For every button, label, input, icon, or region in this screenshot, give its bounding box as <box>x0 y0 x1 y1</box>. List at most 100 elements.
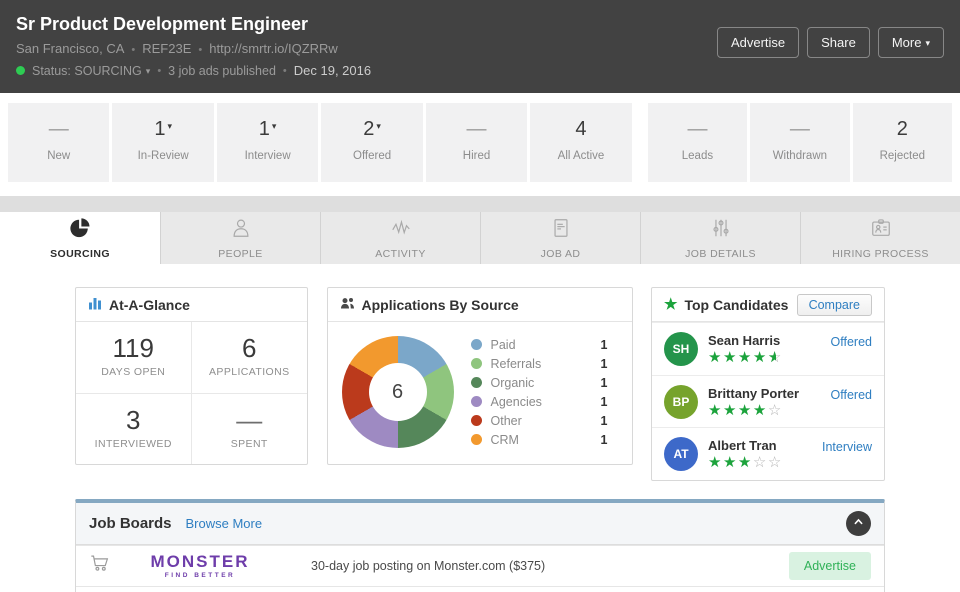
pipeline-active-group: — New 1 In-Review 1 Interview 2 Offered … <box>8 103 632 182</box>
legend-dot <box>470 339 482 350</box>
share-button[interactable]: Share <box>807 27 870 58</box>
panel-title: Job Boards <box>89 514 172 532</box>
collapse-button[interactable] <box>846 510 871 536</box>
job-ref: REF23E <box>142 41 192 56</box>
legend-dot <box>470 415 482 426</box>
pipeline-stage-leads[interactable]: — Leads <box>647 103 748 182</box>
legend-item: Agencies 1 <box>470 394 620 410</box>
candidate-status-link[interactable]: Offered <box>830 335 872 349</box>
job-board-description: 30-day job posting on Monster.com ($375) <box>311 558 546 573</box>
panel-title: At-A-Glance <box>109 296 190 313</box>
candidate-name[interactable]: Sean Harris <box>708 333 781 348</box>
pipeline-stage-all-active[interactable]: 4 All Active <box>530 103 632 182</box>
pipeline-stats-bar: — New 1 In-Review 1 Interview 2 Offered … <box>0 93 960 196</box>
source-donut: 6 <box>341 336 454 448</box>
monster-logo: MONSTER FIND BETTER <box>150 551 250 579</box>
more-button[interactable]: More <box>877 27 944 58</box>
legend-item: Organic 1 <box>470 375 620 391</box>
sliders-icon <box>710 217 732 244</box>
candidate-row[interactable]: AT Albert Tran ★★★☆☆ Interview <box>652 427 884 480</box>
star-rating: ★★★★☆ <box>708 401 783 419</box>
panel-title: Top Candidates <box>684 296 789 313</box>
id-badge-icon <box>870 217 892 244</box>
job-board-row-monster: MONSTER FIND BETTER 30-day job posting o… <box>76 544 884 586</box>
pipeline-stage-offered[interactable]: 2 Offered <box>321 103 423 182</box>
tab-activity[interactable]: ACTIVITY <box>320 212 480 264</box>
job-date: Dec 19, 2016 <box>293 63 372 78</box>
candidate-status-link[interactable]: Interview <box>821 440 872 454</box>
page-title: Sr Product Development Engineer <box>16 14 309 34</box>
compare-button[interactable]: Compare <box>796 293 872 316</box>
pipeline-stage-rejected[interactable]: 2 Rejected <box>852 103 952 182</box>
tab-sourcing[interactable]: SOURCING <box>0 212 160 264</box>
job-header: Sr Product Development Engineer San Fran… <box>0 0 960 93</box>
candidate-status-link[interactable]: Offered <box>830 387 872 402</box>
job-short-url[interactable]: http://smrtr.io/IQZRRw <box>209 41 338 56</box>
chevron-down-icon <box>376 121 381 132</box>
tab-people[interactable]: PEOPLE <box>160 212 320 264</box>
avatar: SH <box>664 332 698 366</box>
job-meta: San Francisco, CA • REF23E • http://smrtr.io… <box>16 41 338 56</box>
job-board-row-indeed: indeed Sponsored Pay-per click campaign … <box>76 585 884 592</box>
chevron-down-icon <box>272 121 277 132</box>
cart-icon <box>89 552 119 579</box>
pipeline-stage-in-review[interactable]: 1 In-Review <box>112 103 214 182</box>
activity-sparkline-icon <box>389 217 413 244</box>
legend-item: Paid 1 <box>470 337 620 353</box>
advertise-pill-button[interactable]: Advertise <box>788 551 871 580</box>
pie-chart-icon <box>69 217 91 244</box>
sourcing-tab-content: At-A-Glance 119 DAYS OPEN 6 APPLICATIONS… <box>0 264 960 592</box>
applications-by-source-panel: Applications By Source 6 Paid 1 Referral… <box>326 287 633 465</box>
header-actions: Advertise Share More <box>716 27 944 58</box>
job-ads-published[interactable]: 3 job ads published <box>168 63 276 78</box>
pipeline-stage-new[interactable]: — New <box>8 103 110 182</box>
candidate-name[interactable]: Brittany Porter <box>708 385 800 401</box>
candidate-name[interactable]: Albert Tran <box>708 438 777 453</box>
advertise-button[interactable]: Advertise <box>716 27 800 58</box>
section-tabbar: SOURCING PEOPLE ACTIVITY JOB AD <box>0 196 960 264</box>
pipeline-stage-withdrawn[interactable]: — Withdrawn <box>750 103 850 182</box>
tab-hiring-process[interactable]: HIRING PROCESS <box>800 212 960 264</box>
job-boards-panel: Job Boards Browse More MONSTER FIND BETT <box>75 498 885 592</box>
panel-title: Applications By Source <box>361 296 519 313</box>
stat-spent: — SPENT <box>191 393 307 464</box>
stat-days-open: 119 DAYS OPEN <box>76 322 192 393</box>
status-dot-icon <box>16 66 25 75</box>
star-icon: ★ <box>664 296 678 313</box>
pipeline-stage-hired[interactable]: — Hired <box>425 103 528 182</box>
pipeline-stage-interview[interactable]: 1 Interview <box>216 103 319 182</box>
donut-total: 6 <box>368 363 427 421</box>
status-line: Status: SOURCING • 3 job ads published •… <box>16 63 944 78</box>
chevron-down-icon <box>167 121 172 132</box>
legend-item: Referrals 1 <box>470 356 620 372</box>
candidate-row[interactable]: BP Brittany Porter ★★★★☆ Offered <box>652 374 884 428</box>
job-boards-header: Job Boards Browse More <box>76 502 884 545</box>
job-location: San Francisco, CA <box>16 41 125 56</box>
legend-item: CRM 1 <box>470 432 620 448</box>
top-candidates-panel: ★ Top Candidates Compare SH Sean Harris … <box>651 287 885 481</box>
candidate-row[interactable]: SH Sean Harris ★★★★☆★ Offered <box>652 322 884 375</box>
browse-more-link[interactable]: Browse More <box>185 515 263 531</box>
source-legend: Paid 1 Referrals 1 Organic 1 <box>470 337 620 448</box>
stat-applications: 6 APPLICATIONS <box>209 333 290 378</box>
legend-dot <box>470 377 482 388</box>
avatar: AT <box>664 437 698 471</box>
status-value: SOURCING <box>74 63 142 78</box>
status-dropdown[interactable]: Status: SOURCING <box>32 64 150 78</box>
document-icon <box>550 217 572 244</box>
stat-interviewed: 3 INTERVIEWED <box>76 393 192 464</box>
bar-chart-icon <box>88 296 102 313</box>
avatar: BP <box>664 384 698 419</box>
star-rating: ★★★☆☆ <box>708 454 783 471</box>
tab-job-details[interactable]: JOB DETAILS <box>640 212 800 264</box>
legend-item: Other 1 <box>470 413 620 429</box>
pipeline-inactive-group: — Leads — Withdrawn 2 Rejected <box>647 103 952 182</box>
at-a-glance-panel: At-A-Glance 119 DAYS OPEN 6 APPLICATIONS… <box>75 287 308 465</box>
legend-dot <box>470 434 482 445</box>
legend-dot <box>470 396 482 407</box>
legend-dot <box>470 358 482 369</box>
chevron-up-icon <box>851 514 866 532</box>
tab-job-ad[interactable]: JOB AD <box>480 212 640 264</box>
star-rating: ★★★★☆★ <box>708 349 783 366</box>
people-group-icon <box>340 296 355 313</box>
